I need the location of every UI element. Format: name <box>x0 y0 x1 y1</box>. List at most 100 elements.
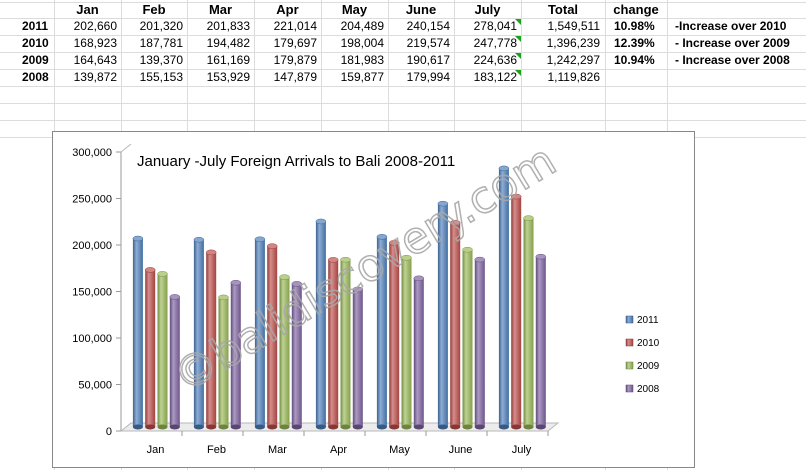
cell-2011-june[interactable]: 240,154 <box>406 19 450 33</box>
cell-2008-apr[interactable]: 147,879 <box>273 70 317 84</box>
header-feb[interactable]: Feb <box>142 2 166 17</box>
row-year-2009[interactable]: 2009 <box>22 53 49 67</box>
chart-floor <box>119 422 560 432</box>
cell-2008-june[interactable]: 179,994 <box>406 70 450 84</box>
bar-2010-apr[interactable] <box>327 257 339 430</box>
cell-2009-mar[interactable]: 161,169 <box>206 53 250 67</box>
header-total[interactable]: Total <box>547 2 579 17</box>
legend-item-2008[interactable]: 2008 <box>625 384 660 395</box>
legend-swatch <box>625 315 634 324</box>
bar-2011-july[interactable] <box>498 165 510 430</box>
cell-2009-note[interactable]: - Increase over 2008 <box>675 53 790 67</box>
header-mar[interactable]: Mar <box>208 2 233 17</box>
bar-2009-july[interactable] <box>523 215 534 430</box>
cell-2010-apr[interactable]: 179,697 <box>273 36 317 50</box>
y-tick-label: 0 <box>106 426 112 438</box>
cell-2009-apr[interactable]: 179,879 <box>273 53 317 67</box>
legend-swatch <box>625 384 634 393</box>
bar-2011-apr[interactable] <box>315 218 327 430</box>
cell-2010-july[interactable]: 247,778 <box>473 36 517 50</box>
cell-2009-july[interactable]: 224,636 <box>473 53 517 67</box>
y-tick-label: 100,000 <box>72 333 112 345</box>
x-axis-labels: Jan Feb Mar Apr May June July <box>147 444 532 456</box>
cell-2009-jan[interactable]: 164,643 <box>73 53 117 67</box>
bar-2011-feb[interactable] <box>193 237 205 430</box>
cell-2011-jan[interactable]: 202,660 <box>73 19 117 33</box>
row-year-2010[interactable]: 2010 <box>22 36 49 50</box>
bar-2010-feb[interactable] <box>205 249 217 430</box>
legend-item-2009[interactable]: 2009 <box>625 361 660 372</box>
bar-2009-jan[interactable] <box>157 271 168 430</box>
bar-2008-july[interactable] <box>535 253 547 430</box>
legend-swatch <box>625 338 634 347</box>
bar-2009-june[interactable] <box>462 246 473 430</box>
header-june[interactable]: June <box>405 2 437 17</box>
cell-2010-note[interactable]: - Increase over 2009 <box>675 36 790 50</box>
row-year-2011[interactable]: 2011 <box>22 19 49 33</box>
bar-2009-apr[interactable] <box>340 256 351 430</box>
header-change[interactable]: change <box>613 2 659 17</box>
x-tick-label: May <box>389 444 410 456</box>
x-tick-label: Jan <box>147 444 165 456</box>
cell-2010-total[interactable]: 1,396,239 <box>546 36 600 50</box>
bar-2009-feb[interactable] <box>218 294 229 430</box>
cell-2011-apr[interactable]: 221,014 <box>273 19 317 33</box>
cell-2010-mar[interactable]: 194,482 <box>206 36 250 50</box>
cell-2010-jan[interactable]: 168,923 <box>73 36 117 50</box>
bar-2011-may[interactable] <box>376 234 388 430</box>
cell-2011-feb[interactable]: 201,320 <box>139 19 183 33</box>
bar-2010-jan[interactable] <box>144 267 156 430</box>
cell-2008-total[interactable]: 1,119,826 <box>547 70 601 84</box>
bar-2011-mar[interactable] <box>254 236 266 430</box>
header-july[interactable]: July <box>474 2 501 17</box>
cell-2009-change[interactable]: 10.94% <box>614 53 655 67</box>
bar-2008-mar[interactable] <box>291 281 303 430</box>
chart-legend[interactable]: 2011 2010 2009 2008 <box>625 315 660 395</box>
cell-2011-may[interactable]: 204,489 <box>340 19 384 33</box>
bar-2008-jan[interactable] <box>169 294 181 430</box>
bar-2010-july[interactable] <box>510 193 522 430</box>
legend-item-2011[interactable]: 2011 <box>625 315 659 326</box>
bar-2009-may[interactable] <box>401 255 412 430</box>
cell-2008-may[interactable]: 159,877 <box>340 70 384 84</box>
header-may[interactable]: May <box>341 2 368 17</box>
cell-2011-note[interactable]: -Increase over 2010 <box>675 19 787 33</box>
bar-2010-may[interactable] <box>388 240 400 430</box>
chart-axes <box>116 143 560 436</box>
legend-item-2010[interactable]: 2010 <box>625 338 660 349</box>
header-jan[interactable]: Jan <box>76 2 99 17</box>
cell-2008-jan[interactable]: 139,872 <box>73 70 117 84</box>
cell-2010-june[interactable]: 219,574 <box>406 36 450 50</box>
bar-2011-jan[interactable] <box>132 235 144 430</box>
bar-2008-feb[interactable] <box>230 279 242 430</box>
cell-2008-feb[interactable]: 155,153 <box>139 70 183 84</box>
cell-2009-total[interactable]: 1,242,297 <box>546 53 600 67</box>
cell-2008-july[interactable]: 183,122 <box>473 70 517 84</box>
header-apr[interactable]: Apr <box>276 2 299 17</box>
cell-2009-feb[interactable]: 139,370 <box>139 53 183 67</box>
cell-2011-mar[interactable]: 201,833 <box>206 19 250 33</box>
bar-chart[interactable]: Jan Feb Mar Apr May June July 0 50,000 100,000 15… <box>52 131 695 468</box>
cell-2011-total[interactable]: 1,549,511 <box>547 19 601 33</box>
cell-2008-mar[interactable]: 153,929 <box>206 70 250 84</box>
cell-2009-may[interactable]: 181,983 <box>340 53 384 67</box>
bar-2010-mar[interactable] <box>266 243 278 430</box>
y-tick-label: 300,000 <box>72 147 112 159</box>
cell-2011-july[interactable]: 278,041 <box>473 19 517 33</box>
row-year-2008[interactable]: 2008 <box>22 70 49 84</box>
bar-2008-apr[interactable] <box>352 286 364 430</box>
cell-2010-change[interactable]: 12.39% <box>614 36 655 50</box>
bar-2010-june[interactable] <box>449 220 461 430</box>
bar-2008-may[interactable] <box>413 275 425 430</box>
x-tick-label: July <box>512 444 532 456</box>
bar-2011-june[interactable] <box>437 200 449 430</box>
cell-2010-feb[interactable]: 187,781 <box>139 36 183 50</box>
cell-2010-may[interactable]: 198,004 <box>340 36 384 50</box>
x-tick-label: Apr <box>330 444 347 456</box>
y-tick-label: 50,000 <box>78 380 112 392</box>
cell-2009-june[interactable]: 190,617 <box>406 53 450 67</box>
cell-2011-change[interactable]: 10.98% <box>614 19 655 33</box>
bar-2009-mar[interactable] <box>279 274 290 430</box>
legend-label: 2010 <box>637 338 660 349</box>
bar-2008-june[interactable] <box>474 256 486 430</box>
